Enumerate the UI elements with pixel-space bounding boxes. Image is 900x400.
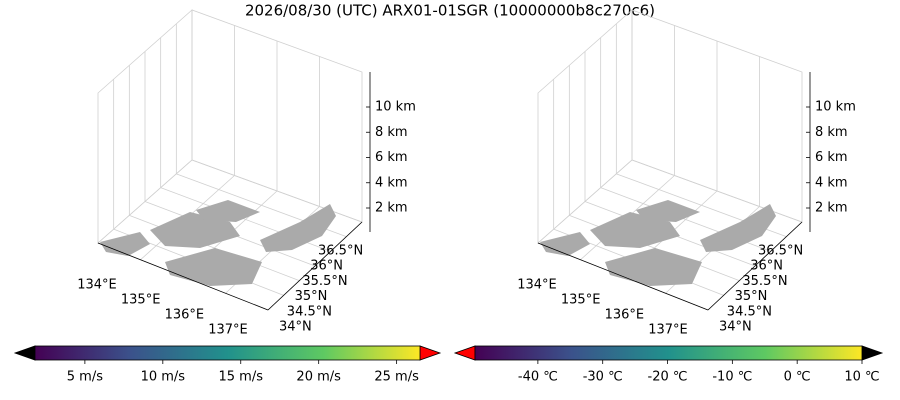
colorbar: 5 m/s 10 m/s 15 m/s 20 m/s 25 m/s: [13, 345, 442, 385]
x-axis: [537, 242, 709, 311]
colorbar-extend-low: [13, 345, 36, 361]
grid-line: [569, 214, 740, 282]
colorbar-tick-label: 5 m/s: [67, 370, 103, 385]
x-tick-label: 134°E: [517, 278, 557, 293]
colorbar-extend-high: [861, 345, 884, 361]
x-tick-label: 137°E: [208, 323, 248, 338]
x-tick-label: 136°E: [165, 308, 205, 323]
x-tick-label: 135°E: [561, 293, 601, 308]
land: [150, 212, 240, 248]
z-tick-label: 2 km: [375, 201, 408, 216]
z-tick-label: 2 km: [815, 201, 848, 216]
land: [700, 204, 776, 252]
land: [540, 232, 590, 256]
y-tick-label: 34°N: [719, 320, 752, 335]
colorbar-body: [34, 345, 421, 361]
colorbar-tick-label: 25 m/s: [374, 370, 419, 385]
y-tick-label: 34°N: [279, 320, 312, 335]
figure-title: 2026/08/30 (UTC) ARX01-01SGR (10000000b8…: [245, 2, 655, 20]
land: [260, 204, 336, 252]
x-tick-label: 136°E: [605, 308, 645, 323]
colorbar-tick-label: 15 m/s: [218, 370, 263, 385]
y-axis: [707, 221, 803, 311]
colorbar-tick-label: -40 ℃: [518, 370, 558, 385]
land: [590, 212, 680, 248]
land: [196, 200, 260, 222]
colorbar-extend-high: [419, 345, 442, 361]
y-tick-label: 36.5°N: [758, 244, 803, 259]
land: [165, 248, 262, 286]
x-tick-label: 137°E: [648, 323, 688, 338]
x-axis: [97, 242, 269, 311]
colorbar-body: [474, 345, 863, 361]
z-tick-label: 8 km: [815, 125, 848, 140]
z-tick-label: 4 km: [815, 175, 848, 190]
y-tick-label: 34.5°N: [727, 304, 772, 319]
colorbar-tick-label: 10 ℃: [844, 370, 879, 385]
grid-line: [129, 214, 300, 282]
y-tick-label: 34.5°N: [287, 304, 332, 319]
colorbar-tick-label: -30 ℃: [583, 370, 623, 385]
land: [636, 200, 700, 222]
x-tick-label: 135°E: [121, 293, 161, 308]
y-tick-label: 35.5°N: [742, 274, 787, 289]
colorbar-tick-label: 20 m/s: [296, 370, 341, 385]
colorbar-extend-low: [453, 345, 476, 361]
colorbar-tick-label: 10 m/s: [141, 370, 186, 385]
z-tick-label: 6 km: [375, 150, 408, 165]
y-axis: [267, 221, 363, 311]
y-tick-label: 36°N: [310, 259, 343, 274]
z-tick-label: 4 km: [375, 175, 408, 190]
y-tick-label: 35°N: [735, 289, 768, 304]
y-tick-label: 35°N: [295, 289, 328, 304]
z-tick-label: 8 km: [375, 125, 408, 140]
y-tick-label: 35.5°N: [302, 274, 347, 289]
z-tick-label: 6 km: [815, 150, 848, 165]
z-tick-label: 10 km: [375, 100, 416, 115]
colorbar-tick-label: 0 ℃: [784, 370, 811, 385]
land: [605, 248, 702, 286]
y-tick-label: 36.5°N: [318, 244, 363, 259]
colorbar-tick-label: -20 ℃: [648, 370, 688, 385]
x-tick-label: 134°E: [77, 278, 117, 293]
colorbar-tick-label: -10 ℃: [712, 370, 752, 385]
y-tick-label: 36°N: [750, 259, 783, 274]
land: [100, 232, 150, 256]
z-tick-label: 10 km: [815, 100, 856, 115]
colorbar: -40 ℃ -30 ℃ -20 ℃ -10 ℃ 0 ℃ 10 ℃: [453, 345, 884, 385]
